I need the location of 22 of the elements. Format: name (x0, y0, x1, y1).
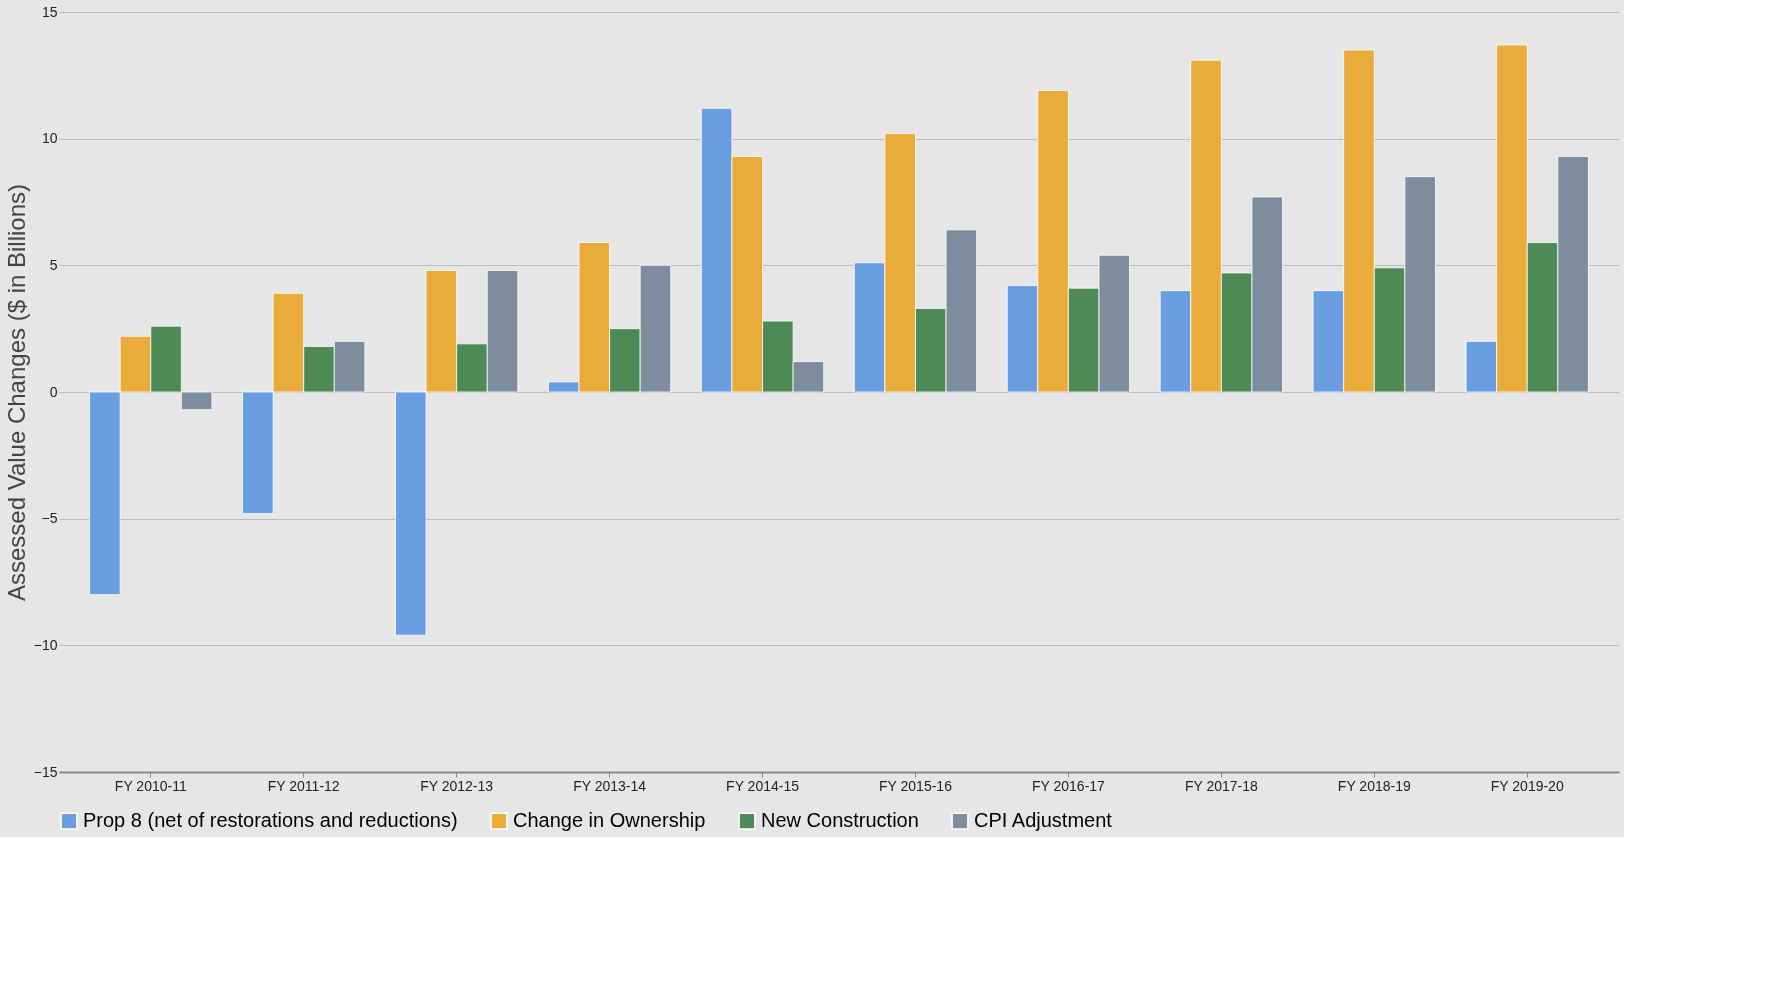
x-tick-label: FY 2016-17 (1031, 777, 1106, 794)
y-axis-title: Assessed Value Changes ($ in Billions) (2, 183, 30, 602)
legend-label: New Construction (761, 809, 919, 832)
x-tick-label: FY 2015-16 (879, 777, 953, 794)
legend-label: CPI Adjustment (974, 809, 1113, 832)
legend-label: Change in Ownership (513, 809, 706, 832)
x-tick-label: FY 2018-19 (1337, 777, 1411, 794)
x-tick-label: FY 2013-14 (573, 777, 647, 794)
y-tick-label: 0 (49, 383, 58, 400)
y-tick-label: 15 (41, 3, 58, 20)
x-tick-label: FY 2012-13 (420, 777, 494, 794)
legend-label: Prop 8 (net of restorations and reductions) (83, 809, 458, 832)
x-tick-label: FY 2011-12 (267, 777, 340, 794)
x-tick-label: FY 2010-11 (114, 777, 187, 794)
x-tick-label: FY 2019-20 (1490, 777, 1564, 794)
y-tick-label: 10 (41, 130, 58, 147)
y-tick-label: −10 (33, 636, 58, 653)
x-tick-label: FY 2014-15 (726, 777, 800, 794)
y-tick-label: −5 (41, 510, 58, 527)
y-tick-label: 5 (49, 256, 58, 273)
x-tick-label: FY 2017-18 (1184, 777, 1259, 794)
y-tick-label: −15 (33, 763, 58, 780)
